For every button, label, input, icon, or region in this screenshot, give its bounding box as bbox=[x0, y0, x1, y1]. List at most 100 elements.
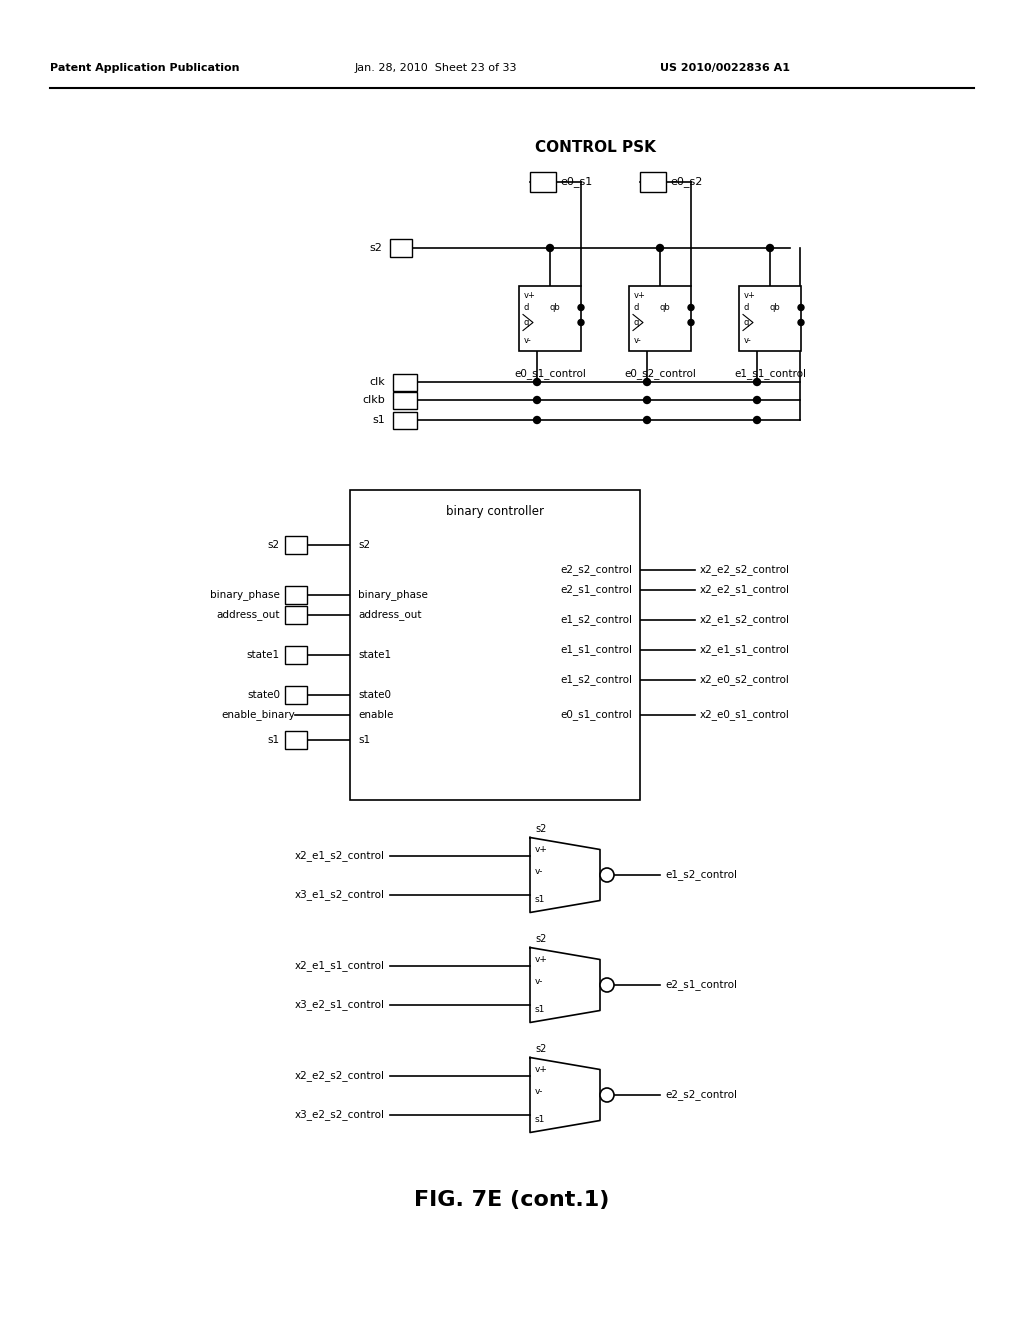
Circle shape bbox=[643, 396, 650, 404]
Text: v-: v- bbox=[535, 1088, 544, 1097]
Text: d: d bbox=[744, 304, 750, 312]
Text: x2_e0_s2_control: x2_e0_s2_control bbox=[700, 675, 790, 685]
Bar bbox=[350, 490, 640, 800]
Text: binary controller: binary controller bbox=[446, 506, 544, 519]
Text: s2: s2 bbox=[535, 1044, 547, 1055]
Text: state0: state0 bbox=[358, 690, 391, 700]
Text: x2_e1_s1_control: x2_e1_s1_control bbox=[295, 960, 385, 972]
Text: e1_s2_control: e1_s2_control bbox=[560, 675, 632, 685]
Text: address_out: address_out bbox=[358, 610, 422, 620]
Text: e2_s1_control: e2_s1_control bbox=[560, 585, 632, 595]
Text: binary_phase: binary_phase bbox=[358, 590, 428, 601]
Text: v-: v- bbox=[535, 978, 544, 986]
Text: x2_e1_s1_control: x2_e1_s1_control bbox=[700, 644, 790, 656]
Text: e0_s1_control: e0_s1_control bbox=[514, 368, 586, 379]
Text: Jan. 28, 2010  Sheet 23 of 33: Jan. 28, 2010 Sheet 23 of 33 bbox=[355, 63, 517, 73]
Text: x2_e1_s2_control: x2_e1_s2_control bbox=[295, 850, 385, 861]
Text: v-: v- bbox=[524, 337, 531, 345]
Text: qb: qb bbox=[769, 304, 779, 312]
Circle shape bbox=[798, 319, 804, 326]
Circle shape bbox=[600, 978, 614, 993]
Text: e1_s1_control: e1_s1_control bbox=[734, 368, 806, 379]
Text: e0_s1_control: e0_s1_control bbox=[560, 710, 632, 721]
Text: x3_e1_s2_control: x3_e1_s2_control bbox=[295, 890, 385, 900]
Bar bbox=[393, 412, 417, 429]
Text: s1: s1 bbox=[373, 414, 385, 425]
Text: e0_s2_control: e0_s2_control bbox=[624, 368, 696, 379]
Text: q: q bbox=[634, 318, 639, 327]
Circle shape bbox=[600, 1088, 614, 1102]
Text: v-: v- bbox=[744, 337, 752, 345]
Bar bbox=[393, 374, 417, 391]
Text: x3_e2_s2_control: x3_e2_s2_control bbox=[295, 1109, 385, 1119]
Bar bbox=[519, 285, 581, 351]
Text: x2_e0_s1_control: x2_e0_s1_control bbox=[700, 710, 790, 721]
Text: s1: s1 bbox=[358, 735, 370, 744]
Circle shape bbox=[643, 379, 650, 385]
Text: e0_s2: e0_s2 bbox=[670, 177, 702, 187]
Text: s2: s2 bbox=[535, 825, 547, 834]
Text: q: q bbox=[744, 318, 750, 327]
Bar bbox=[285, 686, 307, 704]
Polygon shape bbox=[530, 948, 600, 1023]
Text: v+: v+ bbox=[524, 290, 536, 300]
Text: s2: s2 bbox=[358, 540, 370, 550]
Text: enable: enable bbox=[358, 710, 393, 719]
Text: e2_s2_control: e2_s2_control bbox=[560, 565, 632, 576]
Text: x2_e2_s1_control: x2_e2_s1_control bbox=[700, 585, 790, 595]
Text: state0: state0 bbox=[247, 690, 280, 700]
Text: e1_s1_control: e1_s1_control bbox=[560, 644, 632, 656]
Circle shape bbox=[754, 417, 761, 424]
Circle shape bbox=[767, 244, 773, 252]
Text: e0_s1: e0_s1 bbox=[560, 177, 592, 187]
Text: enable_binary: enable_binary bbox=[221, 710, 295, 721]
Text: CONTROL PSK: CONTROL PSK bbox=[535, 140, 655, 156]
Bar bbox=[393, 392, 417, 408]
Text: e1_s2_control: e1_s2_control bbox=[665, 870, 737, 880]
Bar bbox=[640, 172, 666, 191]
Text: binary_phase: binary_phase bbox=[210, 590, 280, 601]
Text: v+: v+ bbox=[744, 290, 756, 300]
Bar bbox=[530, 172, 556, 191]
Circle shape bbox=[534, 379, 541, 385]
Text: clkb: clkb bbox=[362, 395, 385, 405]
Bar bbox=[285, 536, 307, 554]
Circle shape bbox=[534, 396, 541, 404]
Polygon shape bbox=[530, 837, 600, 912]
Bar bbox=[390, 239, 412, 257]
Text: state1: state1 bbox=[247, 649, 280, 660]
Text: Patent Application Publication: Patent Application Publication bbox=[50, 63, 240, 73]
Circle shape bbox=[547, 244, 554, 252]
Text: s1: s1 bbox=[535, 1115, 546, 1125]
Circle shape bbox=[688, 305, 694, 310]
Circle shape bbox=[643, 417, 650, 424]
Text: d: d bbox=[634, 304, 639, 312]
Text: x2_e2_s2_control: x2_e2_s2_control bbox=[295, 1071, 385, 1081]
Text: qb: qb bbox=[549, 304, 560, 312]
Text: q: q bbox=[524, 318, 529, 327]
Bar bbox=[285, 606, 307, 624]
Text: d: d bbox=[524, 304, 529, 312]
Text: e2_s1_control: e2_s1_control bbox=[665, 979, 737, 990]
Text: v+: v+ bbox=[535, 846, 548, 854]
Circle shape bbox=[656, 244, 664, 252]
Text: s2: s2 bbox=[369, 243, 382, 253]
Text: FIG. 7E (cont.1): FIG. 7E (cont.1) bbox=[415, 1191, 609, 1210]
Text: v+: v+ bbox=[634, 290, 646, 300]
Text: x3_e2_s1_control: x3_e2_s1_control bbox=[295, 999, 385, 1010]
Text: qb: qb bbox=[659, 304, 670, 312]
Bar bbox=[629, 285, 691, 351]
Text: state1: state1 bbox=[358, 649, 391, 660]
Circle shape bbox=[578, 319, 584, 326]
Text: x2_e1_s2_control: x2_e1_s2_control bbox=[700, 615, 790, 626]
Circle shape bbox=[534, 417, 541, 424]
Polygon shape bbox=[530, 1057, 600, 1133]
Circle shape bbox=[754, 396, 761, 404]
Text: x2_e2_s2_control: x2_e2_s2_control bbox=[700, 565, 790, 576]
Text: s1: s1 bbox=[535, 1006, 546, 1015]
Circle shape bbox=[798, 305, 804, 310]
Text: e1_s2_control: e1_s2_control bbox=[560, 615, 632, 626]
Bar bbox=[285, 645, 307, 664]
Bar bbox=[285, 586, 307, 605]
Text: s2: s2 bbox=[268, 540, 280, 550]
